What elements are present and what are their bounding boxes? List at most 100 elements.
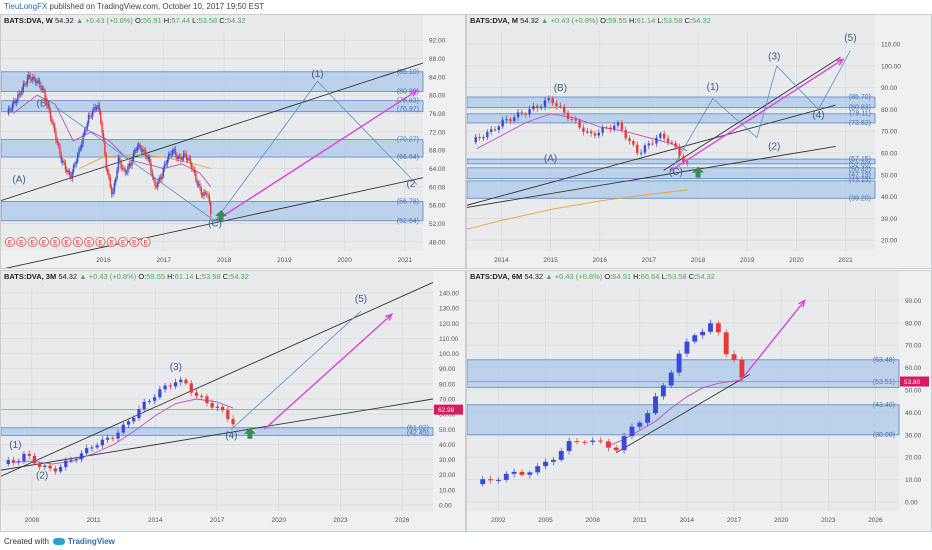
candle-body <box>51 118 53 123</box>
candle-body <box>655 137 658 144</box>
price-axis-strip <box>423 15 465 268</box>
y-tick-label: 50.00 <box>905 388 922 395</box>
x-tick-label: 2002 <box>491 517 506 524</box>
author-link[interactable]: TieuLongFX <box>4 2 48 11</box>
price-zone <box>467 404 900 436</box>
candle-body <box>613 447 619 451</box>
earnings-marker-icon <box>61 236 72 247</box>
candle-body <box>163 164 166 169</box>
wave-label: (3) <box>768 51 780 62</box>
candle-body <box>578 120 581 128</box>
y-tick-label: 68.00 <box>429 148 446 155</box>
y-tick-label: 30.00 <box>439 457 456 464</box>
last-price-label: 62.98 <box>438 407 455 414</box>
candle-body <box>72 165 75 173</box>
tradingview-logo-icon <box>52 538 65 545</box>
candle-body <box>616 122 620 126</box>
forecast-arrow-line <box>263 313 393 430</box>
candle-body <box>210 403 214 408</box>
candle-body <box>79 453 84 460</box>
trend-line <box>467 146 836 208</box>
candle-body <box>181 158 183 160</box>
candle-body <box>550 459 556 462</box>
candle-body <box>108 172 110 177</box>
candle-body <box>543 461 548 467</box>
earnings-marker-label: E <box>87 240 91 246</box>
chart-svg-weekly[interactable]: 92.00 88.00 84.00 80.00 76.00 72.00 68.00 64.00… <box>1 15 465 268</box>
candle-body <box>204 192 207 194</box>
candle-body <box>85 448 89 454</box>
candle-body <box>715 323 721 333</box>
y-tick-label: 20.00 <box>881 238 898 245</box>
chart-svg-semiannual[interactable]: 90.00 80.00 70.00 60.00 50.00 40.00 30.00 20.00… <box>467 271 931 531</box>
candle-body <box>121 167 124 169</box>
candle-body <box>158 177 160 182</box>
candle-body <box>79 148 82 150</box>
trend-line <box>663 56 841 171</box>
candle-body <box>678 147 681 157</box>
candle-body <box>59 146 61 155</box>
candle-body <box>173 382 178 387</box>
candle-body <box>558 450 564 460</box>
wave-label: (4) <box>812 110 824 121</box>
candle-body <box>142 401 146 410</box>
candle-body <box>505 119 508 121</box>
candle-body <box>495 479 501 481</box>
y-tick-label: 60.00 <box>905 365 922 372</box>
x-tick-label: 2008 <box>585 517 600 524</box>
candle-body <box>739 359 745 378</box>
candle-body <box>75 161 78 165</box>
candle-body <box>25 83 27 85</box>
candle-body <box>570 118 574 120</box>
candle-body <box>643 145 647 153</box>
chart-panel-semiannual[interactable]: BATS:DVA, 6M 54.32 ▲ +0.43 (+0.8%) O:64.… <box>466 270 932 532</box>
candle-body <box>180 156 182 160</box>
candle-body <box>189 158 192 164</box>
candle-body <box>666 138 670 143</box>
y-tick-label: 140.00 <box>439 291 459 298</box>
wave-label: (B) <box>554 83 567 94</box>
x-tick-label: 2005 <box>538 517 553 524</box>
price-zone <box>1 427 434 436</box>
candle-body <box>153 176 155 180</box>
candle-body <box>543 100 547 107</box>
chart-panel-quarterly[interactable]: BATS:DVA, 3M 54.32 ▲ +0.43 (+0.8%) O:59.… <box>0 270 466 532</box>
chart-panel-weekly[interactable]: BATS:DVA, W 54.32 ▲ +0.43 (+0.8%) O:56.9… <box>0 14 466 269</box>
candle-body <box>205 396 209 404</box>
candle-body <box>93 107 95 111</box>
candle-body <box>513 117 516 122</box>
tradingview-brand-link[interactable]: TradingView <box>67 537 115 546</box>
y-tick-label: 60.00 <box>881 150 898 157</box>
candle-body <box>14 101 16 103</box>
candle-body <box>605 441 611 448</box>
trend-line <box>467 104 836 206</box>
candle-body <box>582 441 588 443</box>
chart-svg-quarterly[interactable]: 140.00 130.00 120.00 110.00 100.00 90.00 80.00… <box>1 271 465 531</box>
candle-body <box>147 400 152 402</box>
chart-panel-monthly[interactable]: BATS:DVA, M 54.32 ▲ +0.43 (+0.8%) O:59.5… <box>466 14 932 269</box>
candle-body <box>215 406 219 408</box>
candle-body <box>682 156 685 162</box>
candle-body <box>64 163 67 170</box>
candle-body <box>207 194 209 197</box>
candle-body <box>127 166 129 173</box>
candle-body <box>28 74 30 78</box>
y-tick-label: 70.00 <box>905 343 922 350</box>
x-tick-label: 2026 <box>395 517 410 524</box>
candle-body <box>86 123 88 130</box>
candle-body <box>41 88 44 90</box>
candle-body <box>590 440 596 442</box>
candle-body <box>157 181 159 187</box>
candle-body <box>100 111 102 123</box>
candle-body <box>26 77 29 84</box>
x-tick-label: 2008 <box>25 517 40 524</box>
y-tick-label: 30.00 <box>881 216 898 223</box>
candle-body <box>49 109 52 119</box>
forecast-arrow-head <box>798 299 806 308</box>
candle-body <box>601 127 604 133</box>
candle-body <box>676 353 682 373</box>
y-tick-label: 120.00 <box>439 321 459 328</box>
chart-svg-monthly[interactable]: 110.00 100.00 90.00 80.00 70.00 60.00 50.00 40.… <box>467 15 931 268</box>
earnings-marker-icon <box>5 236 15 247</box>
candle-body <box>187 159 189 161</box>
